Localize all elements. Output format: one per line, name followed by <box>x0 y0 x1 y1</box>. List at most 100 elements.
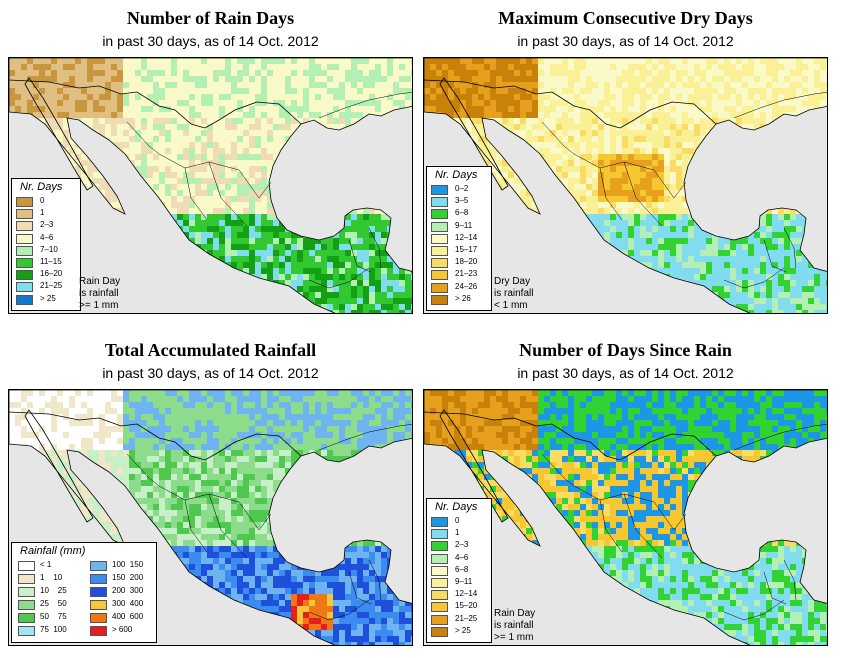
legend-label: 18–20 <box>455 257 478 267</box>
legend-swatch <box>16 245 33 256</box>
state-border <box>783 559 797 601</box>
legend-label: 9–11 <box>455 220 473 230</box>
state-border <box>599 499 623 553</box>
legend-swatch <box>16 209 33 220</box>
country-border <box>424 79 717 129</box>
legend-label: 50 75 <box>40 612 67 621</box>
note-line: is rainfall <box>494 288 534 299</box>
legend-swatch <box>18 587 35 597</box>
legend-label: 21–25 <box>455 613 478 623</box>
legend-label: 400 600 <box>112 612 144 621</box>
legend-swatch <box>431 270 448 281</box>
state-border <box>308 599 370 621</box>
definition-note: Rain Day is rainfall >= 1 mm <box>79 276 120 312</box>
legend-swatch <box>18 613 35 623</box>
legend-label: 200 300 <box>112 586 144 595</box>
panel-days-since-rain: Number of Days Since Rain in past 30 day… <box>423 332 828 658</box>
legend-swatch <box>431 602 448 613</box>
legend-label: 4–6 <box>455 552 469 562</box>
country-border <box>424 411 717 461</box>
legend-label: 0 <box>40 196 45 205</box>
panel-title: Maximum Consecutive Dry Days <box>498 8 753 28</box>
state-border <box>763 239 787 273</box>
legend-label: 1 <box>40 208 45 218</box>
legend-label: 75 100 <box>40 625 67 634</box>
legend-label: 4–6 <box>40 232 54 242</box>
panel-rain-days: Number of Rain Days in past 30 days, as … <box>8 0 413 326</box>
legend-swatch <box>431 282 448 293</box>
legend-label: 10 25 <box>40 586 67 595</box>
legend-label: 15–20 <box>455 601 478 611</box>
legend-swatch <box>431 565 448 576</box>
legend-swatch <box>18 600 35 610</box>
panel-subtitle: in past 30 days, as of 14 Oct. 2012 <box>517 33 734 49</box>
legend-title: Nr. Days <box>20 181 63 193</box>
legend-swatch <box>16 197 33 207</box>
state-border <box>653 501 687 531</box>
legend-swatch <box>16 221 33 232</box>
legend-swatch <box>18 561 35 571</box>
legend-swatch <box>431 626 448 637</box>
definition-note: Rain Day is rainfall >= 1 mm <box>494 608 535 644</box>
country-border <box>9 411 302 461</box>
legend-label: 16–20 <box>40 269 63 279</box>
legend-swatch <box>431 553 448 564</box>
state-border <box>348 571 372 605</box>
state-border <box>126 121 160 155</box>
state-border <box>126 453 160 487</box>
legend-label: 0 <box>455 516 460 525</box>
legend-label: 6–8 <box>455 564 469 574</box>
note-line: >= 1 mm <box>494 632 534 643</box>
legend-label: 25 50 <box>40 599 67 608</box>
legend-swatch <box>90 600 107 610</box>
legend-swatch <box>431 541 448 552</box>
legend-label: 12–14 <box>455 232 478 242</box>
map-graphic <box>9 58 412 313</box>
legend-swatch <box>16 233 33 244</box>
state-border <box>238 169 272 199</box>
panel-subtitle: in past 30 days, as of 14 Oct. 2012 <box>102 365 319 381</box>
legend-label: 2–3 <box>40 220 54 230</box>
panel-title: Total Accumulated Rainfall <box>104 340 317 360</box>
legend-label: 12–14 <box>455 589 478 599</box>
map-total-rainfall: Rainfall (mm) < 1 1 10 10 25 25 50 50 75 75 1… <box>8 389 413 646</box>
state-border <box>723 267 785 289</box>
legend-label: > 600 <box>112 625 133 634</box>
note-line: >= 1 mm <box>79 300 119 311</box>
state-border <box>623 493 663 559</box>
coastline <box>424 390 827 645</box>
state-border <box>573 153 655 171</box>
map-rain-days: Nr. Days 0 1 2–3 4–6 7–10 11–15 16–20 21–25 > 25… <box>8 57 413 314</box>
state-border <box>733 92 827 119</box>
legend-swatch <box>431 233 448 244</box>
legend-label: 6–8 <box>455 208 469 218</box>
state-border <box>723 599 785 621</box>
note-line: Rain Day <box>79 276 121 287</box>
legend-label: 15–17 <box>455 245 478 254</box>
legend-title: Rainfall (mm) <box>20 545 86 557</box>
state-border <box>318 424 412 451</box>
legend: Nr. Days 0–2 3–5 6–8 9–11 12–14 15–17 18–20 21–… <box>426 166 492 311</box>
legend-label: 300 400 <box>112 599 144 608</box>
legend-label: 1 10 <box>40 573 63 582</box>
map-max-dry-days: Nr. Days 0–2 3–5 6–8 9–11 12–14 15–17 18–20 21–… <box>423 57 828 314</box>
map-days-since-rain: Nr. Days 0 1 2–3 4–6 6–8 9–11 12–14 15–20 21–25 >… <box>423 389 828 646</box>
legend: Nr. Days 0 1 2–3 4–6 7–10 11–15 16–20 21–25 > 25 <box>11 178 81 311</box>
legend-swatch <box>431 529 448 540</box>
note-line: is rainfall <box>79 288 119 299</box>
panel-title: Number of Days Since Rain <box>519 340 732 360</box>
state-border <box>318 92 412 119</box>
legend-label: 2–3 <box>455 540 469 550</box>
state-border <box>653 169 687 199</box>
legend-swatch <box>16 270 33 281</box>
state-border <box>573 485 655 503</box>
legend-swatch <box>90 587 107 597</box>
panel-subtitle: in past 30 days, as of 14 Oct. 2012 <box>517 365 734 381</box>
map-graphic <box>424 58 827 313</box>
legend-swatch <box>90 613 107 623</box>
state-border <box>158 485 240 503</box>
legend: Nr. Days 0 1 2–3 4–6 6–8 9–11 12–14 15–20 21–25 >… <box>426 498 492 643</box>
state-border <box>623 161 663 227</box>
legend-label: 150 200 <box>112 573 144 582</box>
legend-label: 0–2 <box>455 184 469 193</box>
